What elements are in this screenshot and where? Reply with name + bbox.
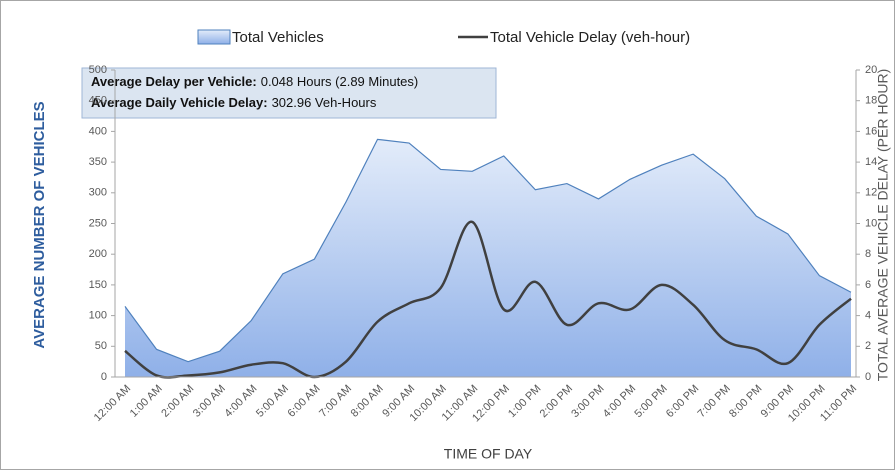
y2-tick-label: 2	[865, 340, 871, 352]
y2-tick-label: 10	[865, 217, 877, 229]
annotation-text: 302.96 Veh-Hours	[272, 95, 377, 110]
y-axis-label: AVERAGE NUMBER OF VEHICLES	[31, 101, 48, 348]
y2-tick-label: 16	[865, 125, 877, 137]
y2-tick-label: 8	[865, 248, 871, 260]
y2-tick-label: 18	[865, 95, 877, 107]
y-tick-label: 0	[101, 371, 107, 383]
y2-tick-label: 4	[865, 310, 871, 322]
legend-label: Total Vehicles	[232, 29, 324, 46]
y2-tick-label: 14	[865, 156, 877, 168]
delay-line	[124, 220, 852, 379]
y2-tick-label: 0	[865, 371, 871, 383]
annotation-box	[81, 67, 497, 119]
annotation-text: 0.048 Hours (2.89 Minutes)	[261, 74, 419, 89]
y-tick-label: 350	[89, 156, 107, 168]
x-axis-label: TIME OF DAY	[444, 446, 533, 462]
y2-tick-label: 6	[865, 279, 871, 291]
y-tick-label: 450	[89, 95, 107, 107]
y2-tick-label: 12	[865, 187, 877, 199]
y-tick-label: 500	[89, 64, 107, 76]
y-tick-label: 250	[89, 217, 107, 229]
y-tick-label: 300	[89, 187, 107, 199]
y-tick-label: 100	[89, 310, 107, 322]
y2-axis-label: TOTAL AVERAGE VEHICLE DELAY (PER HOUR)	[875, 69, 891, 382]
annotation-label: Average Daily Vehicle Delay:	[91, 95, 268, 110]
y2-tick-label: 20	[865, 64, 877, 76]
y-tick-label: 400	[89, 125, 107, 137]
y-tick-label: 200	[89, 248, 107, 260]
y-tick-label: 150	[89, 279, 107, 291]
plot-area	[124, 138, 852, 379]
annotation: Average Daily Vehicle Delay: 302.96 Veh-H…	[91, 95, 377, 110]
legend-label: Total Vehicle Delay (veh-hour)	[490, 29, 690, 46]
legend-swatch	[197, 29, 231, 45]
area-line	[124, 138, 852, 363]
annotation-label: Average Delay per Vehicle:	[91, 74, 257, 89]
y-tick-label: 50	[95, 340, 107, 352]
area-fill	[125, 139, 851, 377]
annotation: Average Delay per Vehicle: 0.048 Hours (2…	[91, 74, 418, 89]
